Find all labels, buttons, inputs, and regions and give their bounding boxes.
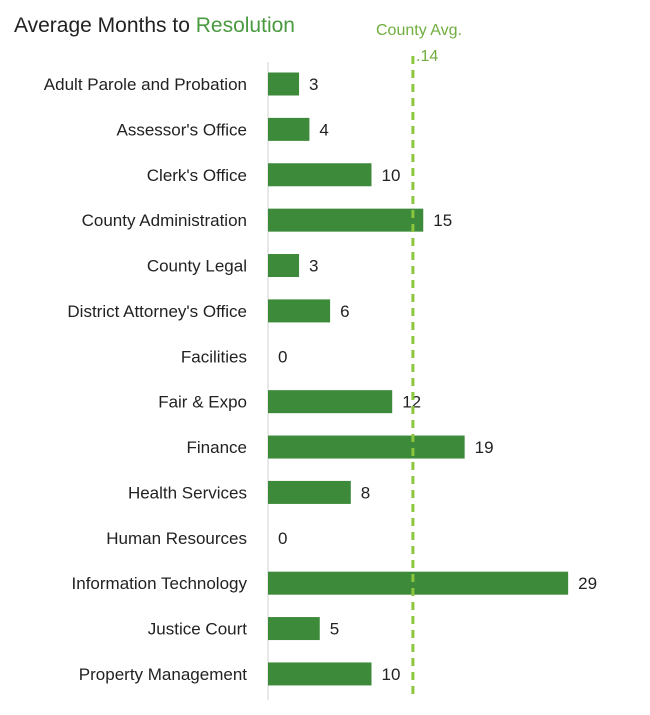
value-label: 5 bbox=[330, 620, 339, 639]
category-label: Justice Court bbox=[148, 620, 247, 639]
bar bbox=[268, 117, 310, 141]
value-label: 3 bbox=[309, 257, 318, 276]
category-label: Facilities bbox=[181, 347, 247, 366]
value-label: 12 bbox=[402, 393, 421, 412]
value-label: 8 bbox=[361, 483, 370, 502]
value-label: 15 bbox=[433, 211, 452, 230]
category-label: Human Resources bbox=[106, 529, 247, 548]
value-label: 10 bbox=[382, 665, 401, 684]
value-label: 0 bbox=[278, 347, 287, 366]
value-label: 4 bbox=[319, 120, 328, 139]
bar bbox=[268, 435, 465, 459]
county-avg-value: .14 bbox=[416, 48, 439, 65]
category-label: Property Management bbox=[79, 665, 247, 684]
value-label: 0 bbox=[278, 529, 287, 548]
bar bbox=[268, 299, 331, 323]
value-label: 3 bbox=[309, 75, 318, 94]
bar bbox=[268, 390, 393, 414]
bar bbox=[268, 617, 320, 641]
county-avg-label: County Avg. bbox=[376, 22, 462, 39]
category-label: Finance bbox=[187, 438, 247, 457]
bar bbox=[268, 163, 372, 187]
bar bbox=[268, 254, 300, 278]
chart-title-main: Average Months to bbox=[14, 14, 190, 37]
bar bbox=[268, 571, 569, 595]
bar bbox=[268, 72, 300, 96]
bar bbox=[268, 208, 424, 232]
category-label: Adult Parole and Probation bbox=[44, 75, 247, 94]
chart-title-accent: Resolution bbox=[195, 14, 295, 37]
value-label: 10 bbox=[382, 166, 401, 185]
category-label: District Attorney's Office bbox=[67, 302, 247, 321]
bar bbox=[268, 480, 351, 504]
category-label: County Administration bbox=[82, 211, 247, 230]
category-label: Assessor's Office bbox=[117, 120, 247, 139]
category-label: Information Technology bbox=[72, 574, 248, 593]
chart-title: Average Months to Resolution bbox=[14, 14, 295, 38]
category-label: Health Services bbox=[128, 483, 247, 502]
category-label: Clerk's Office bbox=[147, 166, 247, 185]
category-label: County Legal bbox=[147, 257, 247, 276]
bar bbox=[268, 662, 372, 686]
value-label: 19 bbox=[475, 438, 494, 457]
value-label: 29 bbox=[578, 574, 597, 593]
category-label: Fair & Expo bbox=[158, 393, 247, 412]
value-label: 6 bbox=[340, 302, 349, 321]
